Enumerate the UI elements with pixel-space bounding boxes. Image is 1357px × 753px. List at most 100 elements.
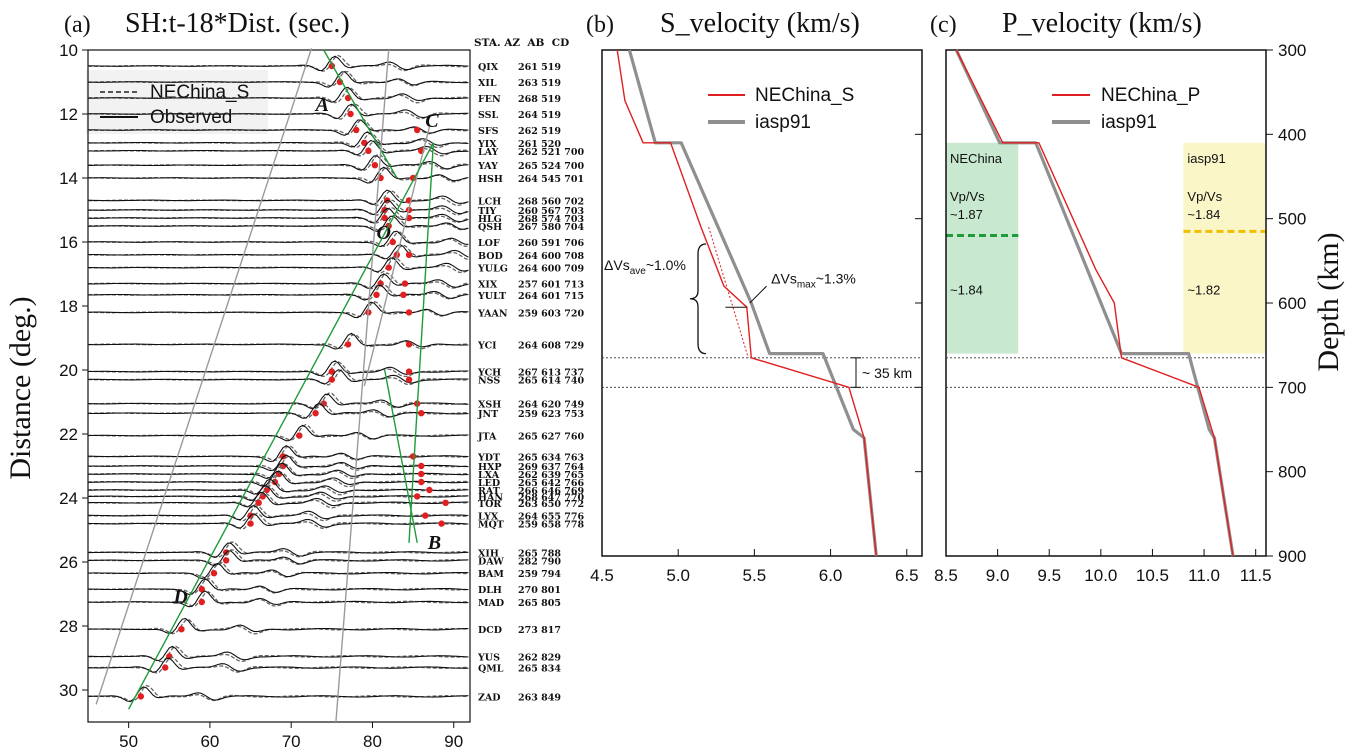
arrival-pick-late [418,471,424,477]
arrival-pick-late [414,493,420,499]
synthetic-trace [88,258,468,273]
travel-time-branch [129,143,434,709]
station-name: MQT [478,520,504,531]
observed-trace [88,425,468,440]
y-tick-label: 24 [59,489,78,508]
panel-c-title: P_velocity (km/s) [1002,8,1202,39]
panel-a-plot: 101214161820222426283050 60 70 80 90QIX 261 5… [59,41,584,751]
station-info: 260 591 706 [518,238,584,249]
station-name: YUS [477,652,500,663]
y-tick-label: 26 [59,553,78,572]
profile-iasp91 [629,50,876,556]
y-tick-label: 900 [1278,547,1306,566]
dvs-max-annotation: ΔVsmax~1.3% [771,271,856,291]
station-info: 265 805 [518,598,561,609]
synthetic-trace [88,133,468,147]
station-name: YAAN [477,308,508,319]
station-info: 265 524 700 [518,161,584,172]
observed-trace [88,56,468,70]
x-tick-label: 80 [363,732,382,751]
dvs-ave-annotation: ΔVsave~1.0% [604,257,686,277]
synthetic-trace [88,362,468,377]
observed-trace [88,132,468,147]
legend-label-nechina-p: NEChina_P [1101,85,1200,106]
x-tick-label: 5.0 [666,566,690,585]
x-tick-label: 6.5 [895,566,919,585]
station-name: FEN [478,94,501,105]
y-tick-label: 400 [1278,125,1306,144]
branch-label-b: B [427,532,441,554]
observed-trace [88,619,468,634]
arrival-pick-late [406,252,412,258]
arrival-pick [199,599,205,605]
ratio-label: Vp/Vs [1187,189,1222,204]
ratio-lower-value: ~1.82 [1187,283,1220,298]
station-name: SFS [478,126,499,137]
arrival-pick [347,111,353,117]
station-info: 282 790 [518,556,561,567]
station-info: 262 521 700 [518,147,584,158]
arrival-pick [365,148,371,154]
observed-trace [88,646,468,660]
observed-trace [88,156,468,170]
x-tick-label: 10.0 [1084,566,1117,585]
station-info: 264 545 701 [518,174,584,185]
station-name: HSH [478,174,503,185]
ratio-upper-value: ~1.87 [950,207,983,222]
arrival-pick-late [422,512,428,518]
panel-c-label: (c) [930,12,957,38]
ratio-box-title: NEChina [950,151,1003,166]
station-info: 263 650 772 [518,499,584,510]
arrival-pick-late [438,520,444,526]
y-tick-label: 16 [59,233,78,252]
arrival-pick-late [418,410,424,416]
station-name: MAD [478,598,504,609]
synthetic-trace [88,657,468,673]
station-name: QML [478,664,504,675]
synthetic-trace [88,578,468,593]
station-name: XIL [478,78,497,89]
arrival-pick [372,162,378,168]
station-info: 264 600 709 [518,264,584,275]
station-name: JTA [477,432,497,443]
arrival-pick [247,520,253,526]
x-tick-label: 10.5 [1136,566,1169,585]
x-tick-label: 9.5 [1037,566,1061,585]
y-tick-label: 30 [59,681,78,700]
synthetic-trace [88,273,468,289]
synthetic-trace [88,562,468,577]
panel-b-label: (b) [586,12,614,38]
arrival-pick-late [402,280,408,286]
arrival-pick [386,264,392,270]
y-tick-label: 600 [1278,294,1306,313]
y-tick-label: 20 [59,361,78,380]
observed-trace [88,687,468,702]
arrival-pick [162,664,168,670]
station-info: 263 519 [518,78,561,89]
station-info: 261 519 [518,62,561,73]
y-tick-label: 18 [59,297,78,316]
station-info: 263 849 [518,692,561,703]
station-info: 264 600 708 [518,251,584,262]
arrival-pick [223,557,229,563]
panel-a-label: (a) [64,12,91,38]
x-tick-label: 6.0 [819,566,843,585]
station-info: 259 603 720 [518,308,584,319]
arrival-pick [329,376,335,382]
arrival-pick [353,127,359,133]
station-info: 267 580 704 [518,222,584,233]
observed-trace [88,394,468,408]
observed-trace [88,446,468,462]
station-name: DCD [478,625,502,636]
y-tick-label: 700 [1278,378,1306,397]
observed-trace [88,403,468,418]
y-tick-label: 500 [1278,210,1306,229]
x-tick-label: 60 [200,732,219,751]
legend-label-iasp91-s: iasp91 [755,112,811,133]
synthetic-trace [88,232,468,246]
station-name: BAM [478,569,504,580]
ratio-lower-value: ~1.84 [950,283,983,298]
panel-a-ylabel: Distance (deg.) [4,296,37,479]
observed-trace [88,231,468,246]
